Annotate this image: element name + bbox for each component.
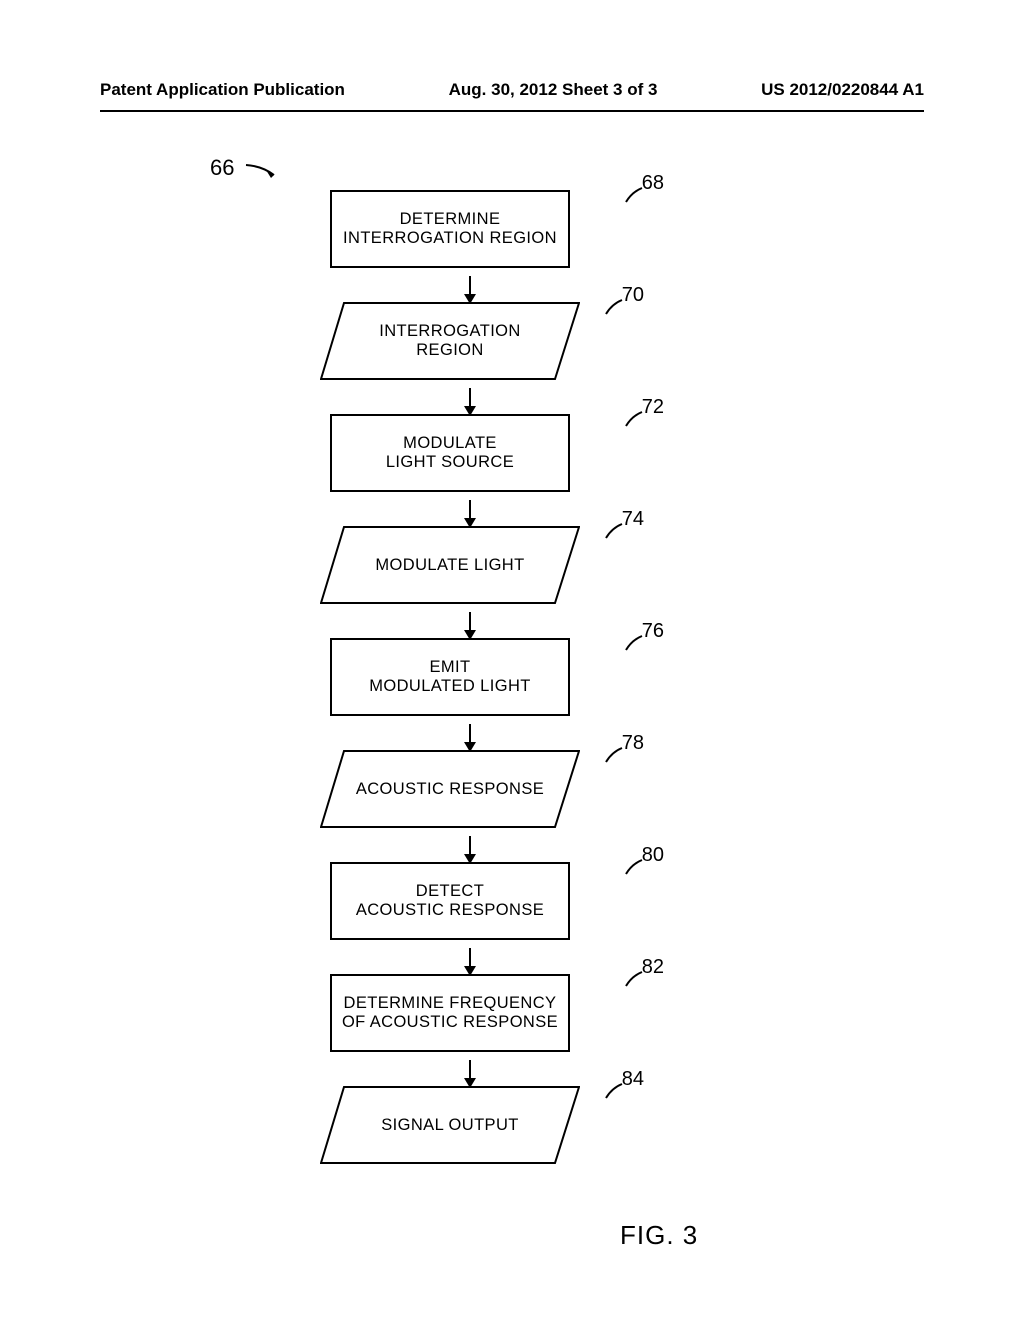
ref-label-78: 78	[622, 732, 644, 755]
flow-step-70: INTERROGATION REGION70	[330, 302, 610, 380]
ref-label-68: 68	[642, 172, 664, 195]
io-parallelogram: SIGNAL OUTPUT	[320, 1086, 580, 1164]
figure-label: FIG. 3	[620, 1220, 698, 1251]
flowchart-diagram: 66 DETERMINE INTERROGATION REGION68INTER…	[0, 190, 1024, 1176]
io-parallelogram: INTERROGATION REGION	[320, 302, 580, 380]
ref-number: 68	[642, 172, 664, 194]
ref-number: 80	[642, 844, 664, 866]
ref-label-70: 70	[622, 284, 644, 307]
page-header: Patent Application Publication Aug. 30, …	[100, 80, 924, 100]
ref-number: 76	[642, 620, 664, 642]
ref-number: 72	[642, 396, 664, 418]
ref-number: 74	[622, 508, 644, 530]
ref-label-80: 80	[642, 844, 664, 867]
ref-curve-icon	[604, 298, 624, 316]
ref-number: 78	[622, 732, 644, 754]
ref-66-arrow-icon	[244, 163, 284, 183]
parallelogram-text: ACOUSTIC RESPONSE	[320, 750, 580, 828]
flow-step-80: DETECT ACOUSTIC RESPONSE80	[330, 862, 610, 940]
parallelogram-text: SIGNAL OUTPUT	[320, 1086, 580, 1164]
flow-step-84: SIGNAL OUTPUT84	[330, 1086, 610, 1164]
ref-label-76: 76	[642, 620, 664, 643]
parallelogram-text: MODULATE LIGHT	[320, 526, 580, 604]
flow-step-78: ACOUSTIC RESPONSE78	[330, 750, 610, 828]
flow-step-82: DETERMINE FREQUENCY OF ACOUSTIC RESPONSE…	[330, 974, 610, 1052]
header-right: US 2012/0220844 A1	[761, 80, 924, 100]
header-left: Patent Application Publication	[100, 80, 345, 100]
process-box: DETERMINE FREQUENCY OF ACOUSTIC RESPONSE	[330, 974, 570, 1052]
flow-step-74: MODULATE LIGHT74	[330, 526, 610, 604]
ref-curve-icon	[604, 522, 624, 540]
ref-curve-icon	[604, 1082, 624, 1100]
process-box: EMIT MODULATED LIGHT	[330, 638, 570, 716]
ref-66: 66	[210, 155, 234, 181]
process-box: DETECT ACOUSTIC RESPONSE	[330, 862, 570, 940]
io-parallelogram: ACOUSTIC RESPONSE	[320, 750, 580, 828]
ref-label-82: 82	[642, 956, 664, 979]
header-center: Aug. 30, 2012 Sheet 3 of 3	[449, 80, 658, 100]
process-box: DETERMINE INTERROGATION REGION	[330, 190, 570, 268]
ref-curve-icon	[624, 410, 644, 428]
process-box: MODULATE LIGHT SOURCE	[330, 414, 570, 492]
io-parallelogram: MODULATE LIGHT	[320, 526, 580, 604]
ref-66-text: 66	[210, 155, 234, 180]
ref-curve-icon	[624, 186, 644, 204]
flow-step-68: DETERMINE INTERROGATION REGION68	[330, 190, 610, 268]
header-divider	[100, 110, 924, 112]
flow-step-76: EMIT MODULATED LIGHT76	[330, 638, 610, 716]
flowchart-column: DETERMINE INTERROGATION REGION68 INTERROG…	[330, 190, 610, 1164]
ref-label-72: 72	[642, 396, 664, 419]
ref-curve-icon	[604, 746, 624, 764]
ref-number: 70	[622, 284, 644, 306]
parallelogram-text: INTERROGATION REGION	[320, 302, 580, 380]
ref-label-74: 74	[622, 508, 644, 531]
ref-label-84: 84	[622, 1068, 644, 1091]
ref-number: 82	[642, 956, 664, 978]
ref-curve-icon	[624, 634, 644, 652]
ref-curve-icon	[624, 858, 644, 876]
flow-step-72: MODULATE LIGHT SOURCE72	[330, 414, 610, 492]
ref-curve-icon	[624, 970, 644, 988]
ref-number: 84	[622, 1068, 644, 1090]
